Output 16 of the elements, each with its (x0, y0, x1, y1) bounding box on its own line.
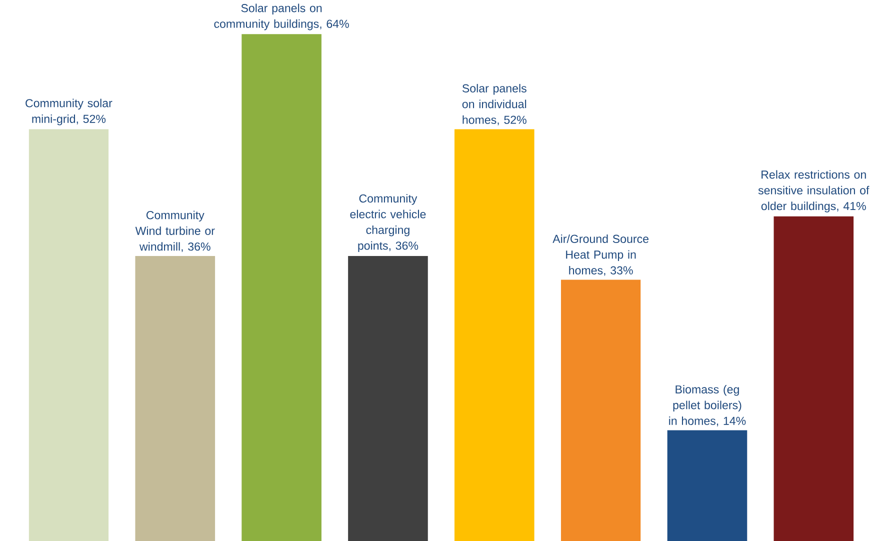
bar (28, 129, 109, 541)
data-label: Solar panels on community buildings, 64% (214, 4, 349, 30)
data-label: Community electric vehicle charging points, 36% (350, 194, 426, 252)
data-label: Air/Ground Source Heat Pump in homes, 33% (552, 234, 648, 276)
bar (135, 256, 216, 541)
bar (348, 256, 428, 541)
bar (560, 280, 641, 541)
bar (242, 34, 322, 541)
data-label: Community solar mini-grid, 52% (26, 98, 112, 126)
bar (774, 216, 854, 541)
data-label: Solar panels on individual homes, 52% (462, 84, 526, 126)
bar (667, 430, 748, 541)
data-label: Biomass (eg pellet boilers) in homes, 14% (669, 384, 746, 426)
bar (454, 129, 534, 541)
data-label: Community Wind turbine or windmill, 36% (135, 210, 215, 252)
data-label: Relax restrictions on sensitive insulation of older buildings, 41% (758, 170, 870, 212)
